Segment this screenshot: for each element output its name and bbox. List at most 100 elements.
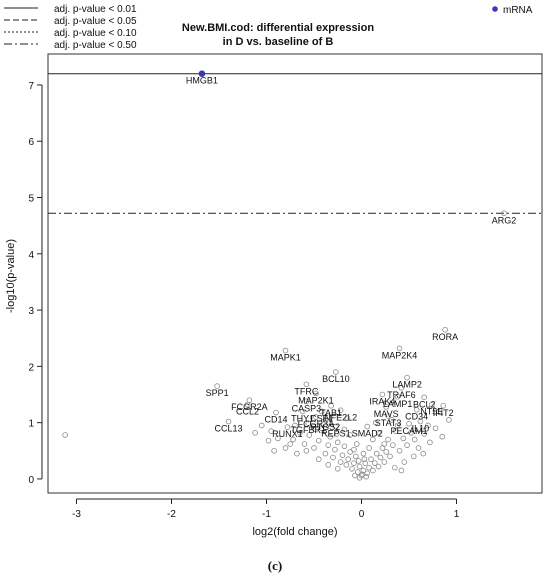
data-point: [265, 437, 272, 444]
data-point: [315, 437, 322, 444]
data-point: [391, 464, 398, 471]
data-point: [352, 472, 358, 479]
point-label: MAPK1: [270, 353, 301, 363]
data-point: [432, 425, 439, 432]
point-label: STAT3: [375, 418, 402, 428]
data-point: [411, 436, 418, 443]
y-tick-label: 5: [28, 194, 34, 205]
data-point: [258, 422, 265, 429]
data-point: [333, 423, 339, 430]
data-point: [381, 459, 388, 465]
x-tick-label: -1: [262, 509, 271, 520]
data-point: [339, 452, 346, 459]
data-point: [344, 415, 351, 421]
x-axis-title: log2(fold change): [252, 526, 337, 538]
data-point: [282, 347, 289, 354]
point-label: SPP1: [206, 388, 229, 398]
data-point: [322, 417, 329, 423]
data-point: [396, 447, 403, 454]
point-label: MAP2K4: [382, 350, 418, 360]
plot-frame: [47, 53, 543, 494]
data-point: [360, 467, 367, 474]
data-points: [62, 70, 507, 481]
point-label: MAP2K1: [298, 395, 334, 405]
y-tick-label: 3: [28, 306, 34, 317]
point-label: REPS1: [321, 429, 351, 439]
data-point: [351, 446, 357, 453]
data-point: [315, 456, 322, 463]
data-point: [417, 418, 424, 425]
legend-label-1: adj. p-value < 0.05: [54, 16, 137, 27]
y-axis: 0 1 2 3 4 5 6 7: [28, 81, 43, 486]
data-point: [341, 443, 348, 450]
data-point: [341, 426, 348, 433]
point-label: HMGB1: [186, 76, 218, 86]
point-label: RUNX1: [272, 429, 303, 439]
y-tick-label: 4: [28, 250, 34, 261]
data-point: [381, 441, 388, 447]
data-point: [306, 432, 313, 438]
data-point: [271, 447, 277, 454]
data-point: [396, 345, 403, 352]
point-label: NFE2L2: [324, 412, 357, 422]
data-point: [400, 435, 407, 442]
point-label: LAMP2: [392, 380, 422, 390]
data-point: [318, 408, 325, 415]
point-label: CD34: [405, 412, 428, 422]
threshold-lines: [48, 73, 542, 214]
point-label: BCL2: [413, 399, 436, 409]
point-label: SMAD2: [352, 429, 383, 439]
data-point: [214, 383, 220, 389]
point-label: CSF1: [310, 413, 333, 423]
y-tick-label: 0: [28, 475, 34, 486]
data-point: [299, 408, 306, 415]
highlight-point: [198, 70, 206, 77]
data-point: [325, 442, 332, 448]
data-point: [356, 463, 363, 470]
data-point: [318, 425, 325, 432]
data-point: [372, 419, 379, 426]
y-tick-label: 1: [28, 419, 34, 430]
data-point: [360, 450, 367, 457]
data-point: [383, 404, 390, 410]
x-axis: -3 -2 -1 0 1: [72, 498, 460, 520]
y-tick-label: 2: [28, 362, 34, 373]
data-point: [296, 429, 303, 436]
data-point: [354, 469, 361, 475]
data-point: [398, 384, 405, 391]
point-label: FCGR3A: [298, 419, 335, 429]
point-label: CASP3: [292, 403, 322, 413]
data-point: [370, 436, 376, 443]
point-label: FCGR2A: [231, 402, 268, 412]
data-point: [351, 460, 357, 466]
data-point: [290, 436, 296, 443]
data-point: [420, 450, 427, 457]
point-label: IFIT2: [433, 408, 454, 418]
point-label: MAVS: [374, 409, 399, 419]
data-point: [334, 465, 341, 472]
point-label: CD14: [264, 415, 287, 425]
y-axis-title: -log10(p-value): [5, 239, 17, 313]
data-point: [364, 470, 371, 477]
point-label: NT5E: [420, 407, 443, 417]
data-point: [415, 445, 422, 451]
data-point: [225, 418, 232, 425]
data-point: [394, 422, 401, 429]
data-point: [303, 447, 310, 454]
data-point: [375, 463, 382, 470]
highlighted-points: [198, 70, 206, 77]
series-legend-marker: [492, 6, 498, 12]
point-label: IRAK4: [369, 397, 395, 407]
data-point: [330, 454, 336, 461]
legend-label-0: adj. p-value < 0.01: [54, 4, 137, 15]
data-point: [361, 456, 368, 463]
data-point: [62, 432, 68, 438]
point-label: TRAF6: [387, 390, 416, 400]
data-point: [371, 460, 378, 466]
data-point: [246, 397, 253, 403]
data-point: [284, 424, 291, 430]
chart-title-line-2: in D vs. baseline of B: [223, 36, 334, 48]
data-point: [332, 446, 338, 453]
data-point: [385, 436, 391, 443]
